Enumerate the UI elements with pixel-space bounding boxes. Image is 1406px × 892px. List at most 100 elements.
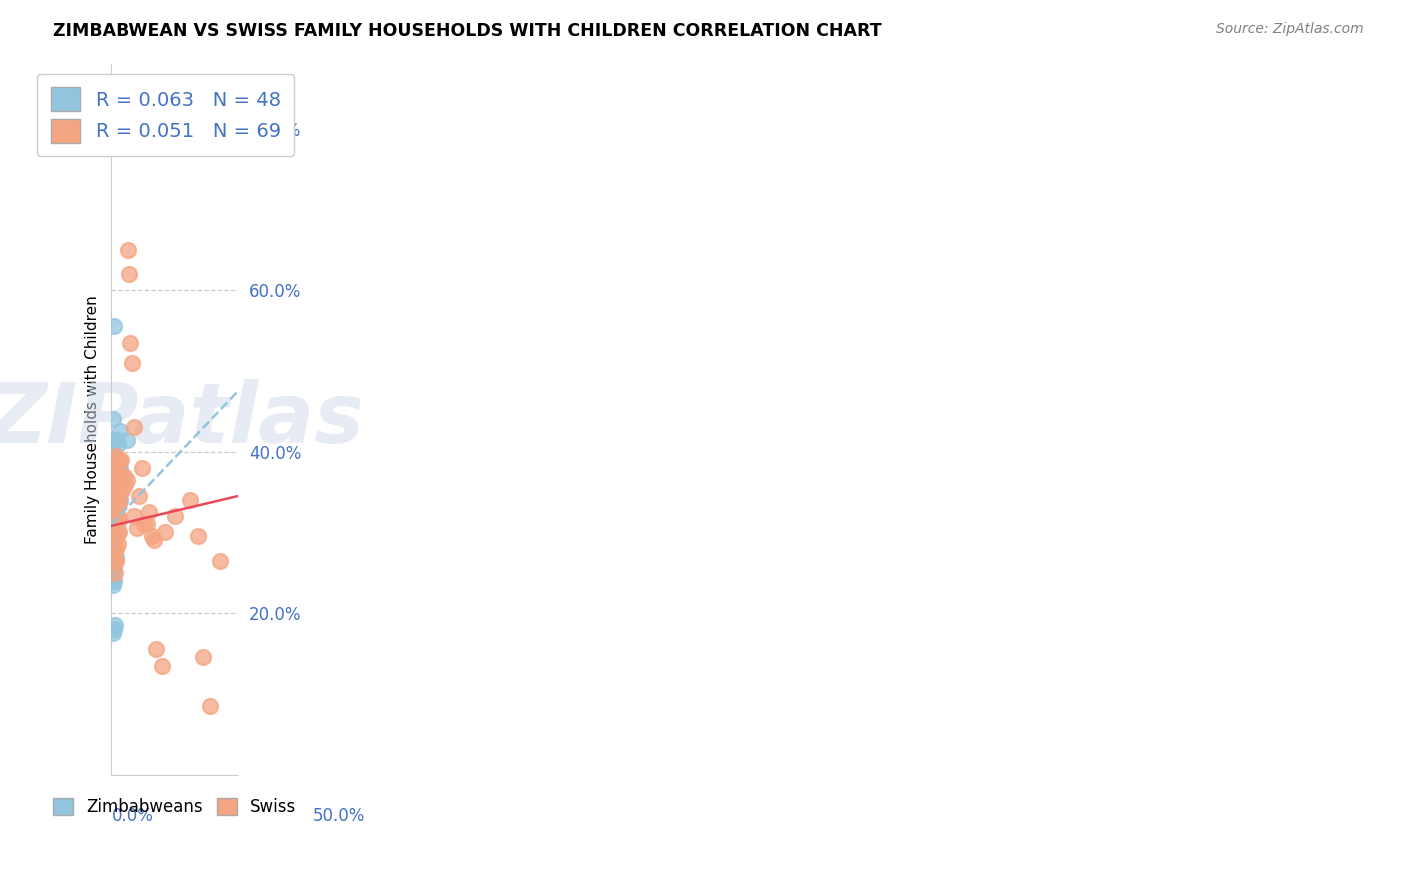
Point — [104, 493, 127, 508]
Point — [114, 476, 136, 491]
Point — [105, 493, 128, 508]
Point — [107, 509, 129, 524]
Point — [101, 541, 124, 556]
Point — [103, 433, 125, 447]
Point — [143, 533, 166, 548]
Point — [107, 537, 129, 551]
Point — [104, 517, 127, 532]
Point — [110, 468, 132, 483]
Text: 0.0%: 0.0% — [111, 806, 153, 824]
Point — [121, 356, 143, 370]
Point — [103, 476, 125, 491]
Point — [104, 529, 127, 543]
Text: Source: ZipAtlas.com: Source: ZipAtlas.com — [1216, 22, 1364, 37]
Point — [105, 489, 128, 503]
Point — [104, 481, 127, 495]
Point — [105, 433, 128, 447]
Point — [108, 457, 131, 471]
Point — [105, 529, 128, 543]
Point — [101, 517, 124, 532]
Point — [103, 622, 125, 636]
Point — [110, 493, 132, 508]
Point — [103, 553, 125, 567]
Point — [105, 553, 128, 567]
Point — [103, 537, 125, 551]
Point — [103, 457, 125, 471]
Text: ZIPatlas: ZIPatlas — [0, 379, 364, 459]
Point — [103, 493, 125, 508]
Point — [101, 452, 124, 467]
Point — [141, 529, 163, 543]
Point — [108, 525, 131, 540]
Point — [163, 509, 186, 524]
Point — [110, 425, 132, 439]
Point — [105, 449, 128, 463]
Point — [107, 525, 129, 540]
Text: 50.0%: 50.0% — [312, 806, 364, 824]
Point — [128, 489, 150, 503]
Point — [107, 436, 129, 450]
Text: ZIMBABWEAN VS SWISS FAMILY HOUSEHOLDS WITH CHILDREN CORRELATION CHART: ZIMBABWEAN VS SWISS FAMILY HOUSEHOLDS WI… — [53, 22, 882, 40]
Point — [105, 529, 128, 543]
Point — [104, 566, 127, 580]
Point — [104, 553, 127, 567]
Point — [110, 460, 132, 475]
Point — [115, 433, 138, 447]
Y-axis label: Family Households with Children: Family Households with Children — [86, 295, 100, 544]
Point — [108, 497, 131, 511]
Point — [101, 626, 124, 640]
Point — [103, 549, 125, 564]
Point — [187, 529, 209, 543]
Point — [107, 468, 129, 483]
Point — [125, 521, 148, 535]
Point — [117, 243, 139, 257]
Point — [103, 319, 125, 334]
Point — [101, 501, 124, 516]
Point — [105, 549, 128, 564]
Point — [103, 537, 125, 551]
Point — [150, 658, 173, 673]
Point — [103, 489, 125, 503]
Point — [107, 476, 129, 491]
Point — [101, 549, 124, 564]
Point — [105, 501, 128, 516]
Point — [105, 476, 128, 491]
Point — [101, 566, 124, 580]
Point — [105, 541, 128, 556]
Point — [103, 501, 125, 516]
Point — [122, 509, 145, 524]
Point — [115, 473, 138, 487]
Point — [103, 509, 125, 524]
Point — [107, 493, 129, 508]
Point — [103, 476, 125, 491]
Point — [101, 533, 124, 548]
Point — [103, 562, 125, 576]
Point — [108, 468, 131, 483]
Point — [101, 525, 124, 540]
Point — [103, 525, 125, 540]
Legend: Zimbabweans, Swiss: Zimbabweans, Swiss — [46, 791, 302, 823]
Point — [108, 481, 131, 495]
Point — [105, 476, 128, 491]
Point — [107, 452, 129, 467]
Point — [101, 476, 124, 491]
Point — [101, 493, 124, 508]
Point — [105, 465, 128, 479]
Point — [145, 642, 167, 657]
Point — [108, 493, 131, 508]
Point — [110, 485, 132, 500]
Point — [104, 618, 127, 632]
Point — [101, 574, 124, 588]
Point — [104, 465, 127, 479]
Point — [118, 267, 141, 281]
Point — [101, 485, 124, 500]
Point — [104, 505, 127, 519]
Point — [138, 505, 160, 519]
Point — [103, 525, 125, 540]
Point — [122, 420, 145, 434]
Point — [110, 452, 132, 467]
Point — [101, 578, 124, 592]
Point — [200, 698, 222, 713]
Point — [131, 460, 153, 475]
Point — [111, 476, 134, 491]
